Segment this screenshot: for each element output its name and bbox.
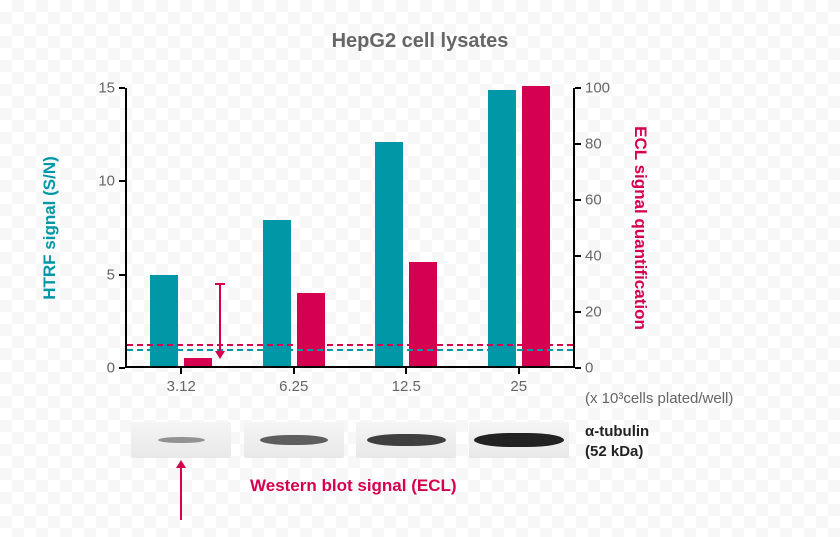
x-axis-unit-label: (x 10³cells plated/well): [585, 390, 733, 407]
y-right-tick-label: 60: [575, 192, 602, 209]
blot-lane: [356, 422, 456, 458]
y-axis-left-title: HTRF signal (S/N): [40, 156, 60, 300]
y-right-tick-label: 80: [575, 136, 602, 153]
y-axis-right-title: ECL signal quantification: [630, 126, 650, 330]
blot-band: [367, 434, 446, 446]
blot-arrow-line: [180, 466, 182, 520]
y-right-axis-line: [573, 88, 575, 368]
bar-ecl: [184, 358, 212, 366]
blot-lane: [469, 422, 569, 458]
blot-lane: [131, 422, 231, 458]
blot-lane: [244, 422, 344, 458]
bar-htrf: [150, 275, 178, 366]
protein-label: α-tubulin (52 kDa): [585, 422, 649, 461]
blot-arrow-head: [176, 460, 186, 468]
blot-band: [260, 435, 328, 445]
annotation-arrow-cap: [215, 283, 225, 285]
chart-title-text: HepG2 cell lysates: [332, 30, 509, 52]
x-tick-label: 3.12: [167, 368, 196, 395]
annotation-arrow-line: [219, 284, 221, 351]
bar-htrf: [488, 90, 516, 366]
bar-ecl: [522, 86, 550, 366]
baseline-dashed: [127, 349, 573, 351]
y-right-tick-label: 20: [575, 304, 602, 321]
y-right-tick-label: 40: [575, 248, 602, 265]
y-left-tick-label: 10: [98, 173, 125, 190]
bar-ecl: [297, 293, 325, 366]
y-left-tick-label: 5: [107, 266, 125, 283]
western-blot-row: [125, 420, 575, 460]
y-left-tick-label: 15: [98, 80, 125, 97]
chart-title: HepG2 cell lysates: [0, 30, 840, 53]
y-right-tick-label: 100: [575, 80, 610, 97]
y-left-axis-line: [125, 88, 127, 368]
baseline-dashed: [127, 344, 573, 346]
y-right-tick-label: 0: [575, 360, 593, 377]
x-tick-label: 25: [510, 368, 527, 395]
y-left-tick-label: 0: [107, 360, 125, 377]
plot-area: 0510150204060801003.126.2512.525: [125, 88, 575, 368]
blot-band: [158, 437, 206, 443]
western-blot-caption: Western blot signal (ECL): [250, 476, 457, 496]
bar-htrf: [375, 142, 403, 366]
protein-kda: (52 kDa): [585, 443, 643, 460]
protein-name: α-tubulin: [585, 423, 649, 440]
x-tick-label: 12.5: [392, 368, 421, 395]
blot-band: [474, 433, 564, 447]
annotation-arrow-head: [215, 351, 225, 359]
x-tick-label: 6.25: [279, 368, 308, 395]
